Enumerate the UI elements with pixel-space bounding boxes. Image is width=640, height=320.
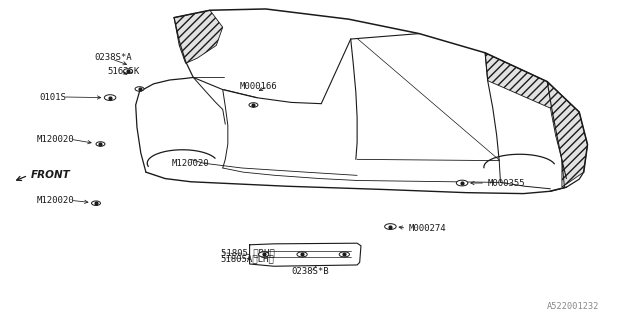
Text: M120020: M120020 — [37, 135, 75, 144]
Text: 51805A〈LH〉: 51805A〈LH〉 — [221, 255, 275, 264]
Circle shape — [385, 224, 396, 229]
Text: FRONT: FRONT — [31, 170, 70, 180]
Circle shape — [456, 180, 468, 186]
Text: M120020: M120020 — [37, 196, 75, 205]
Polygon shape — [174, 10, 223, 63]
Circle shape — [135, 87, 144, 91]
Circle shape — [96, 142, 105, 146]
Text: 0238S*A: 0238S*A — [95, 53, 132, 62]
Circle shape — [339, 252, 349, 257]
Text: 0238S*B: 0238S*B — [291, 268, 329, 276]
Text: 51625K: 51625K — [108, 67, 140, 76]
Text: 51805 〈RH〉: 51805 〈RH〉 — [221, 248, 275, 257]
Text: M000166: M000166 — [240, 82, 278, 91]
Text: M120020: M120020 — [172, 159, 209, 168]
Circle shape — [249, 103, 258, 107]
Polygon shape — [485, 53, 588, 187]
Text: 0101S: 0101S — [40, 93, 67, 102]
Text: M000355: M000355 — [488, 179, 525, 188]
Text: M000274: M000274 — [408, 224, 446, 233]
Circle shape — [124, 69, 132, 73]
Circle shape — [92, 201, 100, 205]
Text: A522001232: A522001232 — [547, 302, 600, 311]
Circle shape — [259, 252, 269, 257]
Circle shape — [104, 95, 116, 100]
Circle shape — [297, 252, 307, 257]
